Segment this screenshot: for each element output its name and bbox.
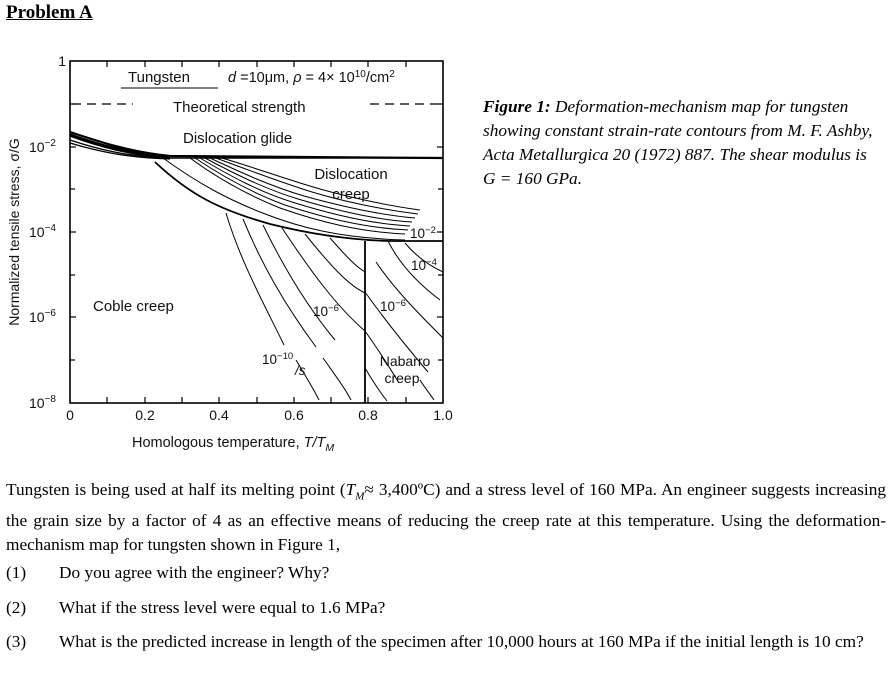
x-tick-labels: 0 0.2 0.4 0.6 0.8 1.0: [66, 407, 453, 423]
dislocation-creep-label: Dislocation: [314, 166, 387, 183]
svg-text:0.8: 0.8: [358, 407, 378, 423]
coble-creep-label: Coble creep: [93, 298, 174, 315]
svg-text:10−2: 10−2: [410, 225, 436, 241]
x-ticks: [106, 61, 407, 403]
svg-text:10−10: 10−10: [262, 351, 293, 367]
svg-text:0.6: 0.6: [284, 407, 304, 423]
glide-creep-boundary: [69, 130, 444, 160]
svg-text:10−6: 10−6: [29, 308, 56, 325]
strain-rate-labels: 10−2 10−4 10−6 10−6 10−10 /s: [262, 225, 437, 378]
question-text: What is the predicted increase in length…: [59, 632, 864, 651]
svg-text:/s: /s: [294, 363, 306, 378]
caption-label: Figure 1:: [483, 97, 551, 116]
question-text: Do you agree with the engineer? Why?: [59, 563, 330, 582]
question-number: (1): [6, 563, 27, 582]
creep-boundary: [154, 161, 443, 242]
svg-text:10−2: 10−2: [29, 138, 56, 155]
material-label: Tungsten: [128, 69, 190, 86]
params-label: d =10μm, ρ = 4× 1010/cm2: [228, 69, 395, 86]
svg-text:10−4: 10−4: [29, 223, 56, 240]
deformation-mechanism-map: 0 0.2 0.4 0.6 0.8 1.0 1 10−2 10−4 10−6 1…: [0, 50, 470, 460]
svg-text:0: 0: [66, 407, 74, 423]
caption-text: Deformation-mechanism map for tungsten s…: [483, 97, 873, 188]
nabarro-creep-label: Nabarro: [380, 353, 431, 369]
dislocation-creep-contours: [162, 157, 421, 241]
svg-text:1.0: 1.0: [433, 407, 453, 423]
question-text: What if the stress level were equal to 1…: [59, 598, 386, 617]
svg-text:1: 1: [58, 53, 66, 69]
diffusional-creep-contours: [225, 212, 444, 402]
dislocation-creep-label-2: creep: [332, 186, 370, 203]
nabarro-creep-label-2: creep: [384, 370, 419, 386]
svg-text:0.2: 0.2: [135, 407, 155, 423]
question-number: (2): [6, 598, 27, 617]
theoretical-strength-label: Theoretical strength: [173, 99, 306, 116]
dislocation-glide-label: Dislocation glide: [183, 130, 292, 147]
svg-text:0.4: 0.4: [209, 407, 229, 423]
problem-title: Problem A: [6, 2, 93, 23]
question-number: (3): [6, 632, 27, 651]
svg-text:10−4: 10−4: [411, 257, 437, 273]
svg-text:10−6: 10−6: [380, 298, 406, 314]
figure-caption: Figure 1: Deformation-mechanism map for …: [483, 95, 883, 191]
svg-text:10−6: 10−6: [313, 303, 339, 319]
problem-statement: Tungsten is being used at half its melti…: [6, 480, 886, 555]
x-axis-label: Homologous temperature, T/TM: [132, 435, 334, 454]
y-axis-label: Normalized tensile stress, σ/G: [6, 138, 22, 326]
svg-text:10−8: 10−8: [29, 394, 56, 411]
y-tick-labels: 1 10−2 10−4 10−6 10−8: [29, 53, 66, 411]
